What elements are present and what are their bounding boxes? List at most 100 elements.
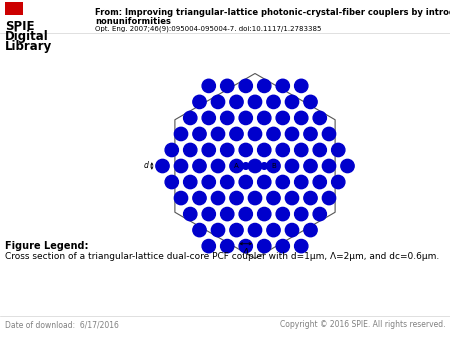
Circle shape [212, 191, 225, 205]
Circle shape [313, 143, 326, 156]
Circle shape [174, 159, 188, 173]
Circle shape [304, 191, 317, 205]
Circle shape [295, 79, 308, 93]
Circle shape [212, 223, 225, 237]
Circle shape [276, 143, 289, 156]
Circle shape [248, 95, 261, 108]
Circle shape [248, 223, 261, 237]
Circle shape [243, 163, 249, 169]
Circle shape [184, 111, 197, 125]
Text: A: A [234, 163, 239, 169]
Circle shape [295, 208, 308, 221]
Circle shape [285, 127, 299, 141]
Circle shape [267, 159, 280, 173]
Circle shape [322, 127, 336, 141]
Circle shape [239, 239, 252, 253]
Circle shape [276, 208, 289, 221]
Circle shape [174, 127, 188, 141]
Text: Copyright © 2016 SPIE. All rights reserved.: Copyright © 2016 SPIE. All rights reserv… [279, 320, 445, 329]
Circle shape [276, 79, 289, 93]
Circle shape [212, 127, 225, 141]
Circle shape [322, 159, 336, 173]
Circle shape [322, 191, 336, 205]
Circle shape [202, 175, 216, 189]
Circle shape [193, 127, 206, 141]
Text: B: B [272, 163, 276, 169]
Circle shape [295, 143, 308, 156]
Circle shape [220, 175, 234, 189]
Circle shape [295, 239, 308, 253]
Text: Date of download:  6/17/2016: Date of download: 6/17/2016 [5, 320, 119, 329]
Circle shape [304, 95, 317, 108]
Circle shape [257, 143, 271, 156]
Circle shape [212, 159, 225, 173]
Circle shape [257, 111, 271, 125]
Text: Digital: Digital [5, 30, 49, 43]
Circle shape [267, 127, 280, 141]
Circle shape [313, 208, 326, 221]
Circle shape [230, 159, 243, 173]
Circle shape [332, 143, 345, 156]
Circle shape [276, 239, 289, 253]
Circle shape [239, 208, 252, 221]
Text: Opt. Eng. 2007;46(9):095004-095004-7. doi:10.1117/1.2783385: Opt. Eng. 2007;46(9):095004-095004-7. do… [95, 26, 321, 32]
Circle shape [184, 175, 197, 189]
Circle shape [285, 159, 299, 173]
Circle shape [239, 111, 252, 125]
Circle shape [304, 159, 317, 173]
Circle shape [276, 175, 289, 189]
Circle shape [304, 127, 317, 141]
Circle shape [248, 159, 261, 173]
Text: Library: Library [5, 40, 52, 53]
Circle shape [267, 191, 280, 205]
Circle shape [193, 223, 206, 237]
Circle shape [313, 111, 326, 125]
Circle shape [193, 95, 206, 108]
Circle shape [332, 175, 345, 189]
Text: Λ: Λ [243, 248, 249, 257]
Circle shape [202, 239, 216, 253]
Circle shape [285, 191, 299, 205]
Circle shape [257, 79, 271, 93]
Text: SPIE: SPIE [5, 20, 35, 33]
Circle shape [220, 208, 234, 221]
Circle shape [276, 111, 289, 125]
Circle shape [239, 175, 252, 189]
Circle shape [285, 95, 299, 108]
Circle shape [220, 79, 234, 93]
Circle shape [248, 191, 261, 205]
Circle shape [257, 239, 271, 253]
Circle shape [202, 111, 216, 125]
Text: From: Improving triangular-lattice photonic-crystal-fiber couplers by introducin: From: Improving triangular-lattice photo… [95, 8, 450, 17]
Circle shape [220, 143, 234, 156]
Circle shape [239, 143, 252, 156]
Circle shape [193, 159, 206, 173]
Text: Cross section of a triangular-lattice dual-core PCF coupler with d=1μm, Λ=2μm, a: Cross section of a triangular-lattice du… [5, 252, 439, 261]
Circle shape [304, 223, 317, 237]
Circle shape [239, 79, 252, 93]
Circle shape [257, 175, 271, 189]
Circle shape [267, 95, 280, 108]
Circle shape [165, 143, 178, 156]
Circle shape [174, 191, 188, 205]
Circle shape [230, 95, 243, 108]
Circle shape [230, 223, 243, 237]
Circle shape [295, 111, 308, 125]
Circle shape [341, 159, 354, 173]
Circle shape [202, 208, 216, 221]
Circle shape [230, 191, 243, 205]
Circle shape [230, 127, 243, 141]
Circle shape [193, 191, 206, 205]
Circle shape [184, 143, 197, 156]
Circle shape [220, 111, 234, 125]
Circle shape [202, 79, 216, 93]
Text: Figure Legend:: Figure Legend: [5, 241, 89, 251]
Bar [5, 2, 23, 15]
Circle shape [184, 208, 197, 221]
Circle shape [156, 159, 169, 173]
Circle shape [248, 127, 261, 141]
Circle shape [295, 175, 308, 189]
Circle shape [257, 208, 271, 221]
Circle shape [267, 223, 280, 237]
Text: nonuniformities: nonuniformities [95, 17, 171, 26]
